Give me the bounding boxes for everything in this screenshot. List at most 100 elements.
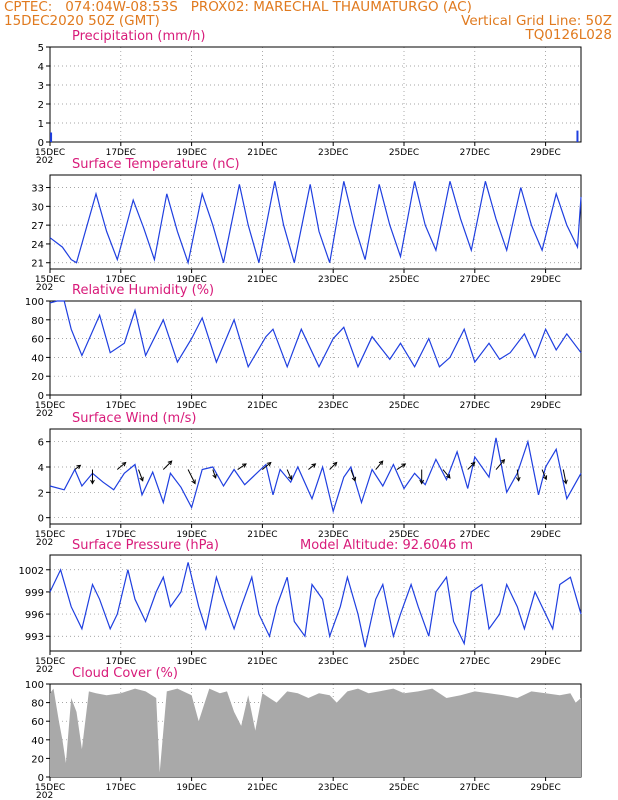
wind-arrow-head [212, 473, 217, 479]
wind-arrow-head [378, 460, 384, 466]
y-tick-label: 40 [31, 736, 44, 747]
x-tick-label: 25DEC [389, 401, 419, 411]
series-line [49, 300, 582, 369]
grid-line-note: Vertical Grid Line: 50Z [461, 13, 612, 29]
wind-arrow-head [500, 458, 506, 464]
header: CPTEC: 074:04W-08:53S PROX02: MARECHAL T… [0, 0, 618, 45]
x-tick-label: 15DEC [35, 783, 65, 793]
x-tick-label: 27DEC [460, 275, 490, 285]
year-label: 202 [36, 791, 53, 800]
x-tick-label: 27DEC [460, 148, 490, 158]
wind-arrow-head [167, 460, 173, 466]
x-tick-label: 15DEC [35, 275, 65, 285]
panel-frame [49, 554, 582, 652]
year-label: 202 [36, 156, 53, 166]
y-tick-label: 24 [31, 240, 44, 251]
x-tick-label: 19DEC [176, 275, 206, 285]
year-label: 202 [36, 538, 53, 548]
x-tick-label: 25DEC [389, 657, 419, 667]
year-label: 202 [36, 665, 53, 675]
x-tick-label: 17DEC [106, 530, 136, 540]
y-tick-label: 100 [25, 297, 44, 308]
wind-arrow-shaft [212, 469, 217, 479]
panel-frame [49, 46, 582, 143]
wind-arrow-head [139, 476, 144, 482]
wind-arrow-shaft [350, 469, 356, 481]
x-tick-label: 29DEC [530, 148, 560, 158]
wind-arrow-head [241, 463, 247, 468]
y-tick-label: 80 [31, 699, 44, 710]
wind-arrow-shaft [541, 469, 547, 480]
x-tick-label: 21DEC [247, 657, 277, 667]
x-tick-label: 17DEC [106, 401, 136, 411]
wind-arrow-shaft [375, 460, 384, 470]
panel-title: Surface Pressure (hPa) [72, 538, 219, 553]
wind-arrow-head [90, 479, 95, 485]
panel-title: Surface Temperature (nC) [72, 157, 240, 172]
panel-frame [49, 174, 582, 270]
y-tick-label: 996 [25, 610, 44, 621]
panel-frame [49, 300, 582, 396]
year-label: 202 [36, 283, 53, 293]
x-tick-label: 29DEC [530, 783, 560, 793]
wind-arrow-shaft [396, 463, 406, 470]
panel-title: Precipitation (mm/h) [72, 29, 205, 44]
panel-title: Cloud Cover (%) [72, 666, 178, 681]
x-tick-label: 21DEC [247, 530, 277, 540]
panel-title: Surface Wind (m/s) [72, 411, 196, 426]
x-tick-label: 27DEC [460, 657, 490, 667]
panel-4: 0 2 4 6 15DEC 17DEC 19DEC 21DEC 23DEC 25DEC 27DEC 2… [35, 411, 582, 548]
x-tick-label: 29DEC [530, 401, 560, 411]
x-tick-label: 25DEC [389, 783, 419, 793]
x-tick-label: 19DEC [176, 401, 206, 411]
x-tick-label: 29DEC [530, 275, 560, 285]
y-tick-label: 40 [31, 353, 44, 364]
x-tick-label: 27DEC [460, 401, 490, 411]
wind-arrow-shaft [262, 462, 272, 470]
x-tick-label: 17DEC [106, 783, 136, 793]
y-tick-label: 20 [31, 372, 44, 383]
x-tick-label: 23DEC [318, 401, 348, 411]
wind-arrow-head [401, 463, 407, 468]
model-id: TQ0126L028 [525, 27, 612, 43]
y-tick-label: 2 [38, 100, 44, 111]
y-tick-label: 80 [31, 316, 44, 327]
wind-arrow-shaft [187, 469, 196, 484]
panel-6: 0 20 40 60 80 100 15DEC 17DEC 19DEC 21DEC 23DEC 25D… [25, 666, 582, 800]
precip-bar [576, 130, 579, 142]
wind-arrow-head [542, 475, 548, 481]
x-tick-label: 17DEC [106, 657, 136, 667]
y-tick-label: 6 [38, 438, 44, 449]
x-tick-label: 21DEC [247, 783, 277, 793]
wind-arrow-head [266, 461, 272, 467]
x-tick-label: 25DEC [389, 148, 419, 158]
y-tick-label: 4 [38, 463, 44, 474]
y-tick-label: 993 [25, 632, 44, 643]
x-tick-label: 19DEC [176, 148, 206, 158]
wind-arrow-head [351, 476, 357, 482]
x-tick-label: 17DEC [106, 148, 136, 158]
wind-arrow-shaft [467, 462, 476, 470]
x-tick-label: 23DEC [318, 148, 348, 158]
x-tick-label: 21DEC [247, 148, 277, 158]
wind-arrow-head [76, 464, 82, 470]
wind-arrow-head [470, 461, 476, 467]
panel-5: 993 996 999 1002 15DEC 17DEC 19DEC 21DEC 23DEC 25… [19, 538, 582, 675]
wind-arrow-head [121, 461, 127, 467]
y-tick-label: 33 [31, 184, 44, 195]
y-tick-label: 60 [31, 717, 44, 728]
wind-arrow-shaft [442, 469, 451, 479]
series-line [49, 437, 582, 514]
x-tick-label: 15DEC [35, 530, 65, 540]
y-tick-label: 30 [31, 202, 44, 213]
panel-title: Relative Humidity (%) [72, 283, 214, 298]
x-tick-label: 23DEC [318, 275, 348, 285]
wind-arrow-shaft [162, 460, 173, 470]
x-tick-label: 15DEC [35, 148, 65, 158]
wind-arrow-shaft [116, 462, 126, 470]
wind-arrow-shaft [562, 469, 567, 484]
y-tick-label: 0 [38, 514, 44, 525]
y-tick-label: 0 [38, 391, 44, 402]
model-altitude: Model Altitude: 92.6046 m [300, 538, 473, 553]
